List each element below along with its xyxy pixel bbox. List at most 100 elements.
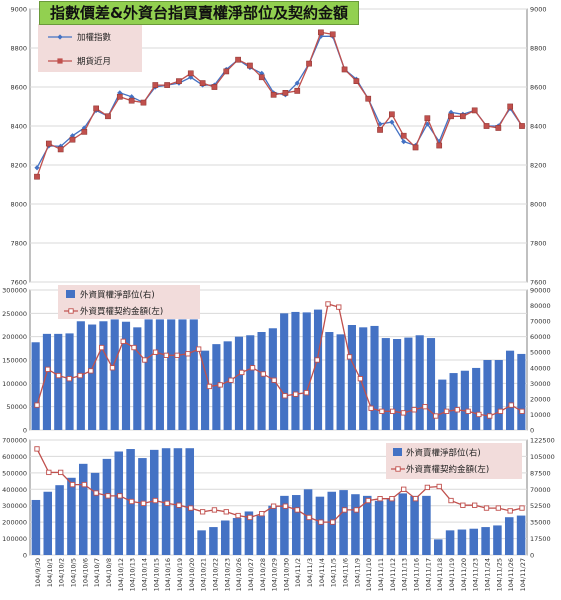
put-amount-point (389, 496, 395, 502)
put-bar (173, 448, 183, 555)
put-amount-point (495, 505, 501, 511)
futures-point (247, 62, 253, 69)
call-bar (370, 325, 379, 430)
call-bar (99, 321, 108, 430)
call-amount-point (379, 408, 385, 414)
call-y-right-tick: 30000 (530, 380, 551, 388)
put-amount-point (483, 505, 490, 511)
call-bar (42, 333, 52, 430)
put-amount-point (152, 497, 158, 504)
futures-point (164, 82, 170, 88)
call-amount-point (217, 382, 223, 388)
futures-point (199, 80, 206, 86)
call-amount-point (325, 301, 331, 307)
put-amount-point (341, 507, 348, 513)
futures-point (377, 127, 383, 133)
call-y-left-tick: 200000 (2, 333, 27, 341)
futures-point (69, 136, 76, 143)
call-bar (313, 309, 323, 430)
price-y-right-tick: 7600 (530, 279, 547, 287)
put-bar (504, 517, 514, 555)
call-bar (359, 327, 368, 430)
put-bar (469, 528, 479, 555)
x-tick-label: 104/10/12 (117, 558, 125, 591)
call-y-left-tick: 0 (23, 427, 27, 435)
put-amount-point (188, 505, 194, 511)
futures-point (152, 82, 159, 88)
call-bar (223, 341, 232, 430)
futures-point (341, 66, 348, 73)
futures-point (81, 129, 88, 135)
call-bar (31, 342, 40, 430)
x-tick-label: 104/11/27 (519, 558, 527, 591)
x-tick-label: 104/11/11 (377, 558, 385, 591)
price-y-right-tick: 8600 (530, 84, 547, 92)
x-tick-label: 104/10/13 (129, 558, 137, 591)
call-bar (336, 334, 345, 430)
call-amount-point (99, 344, 105, 351)
legend-label-put-line: 外資賣權契約金額(左) (406, 464, 489, 475)
call-amount-point (314, 357, 320, 363)
put-bar (386, 498, 396, 555)
futures-point (353, 78, 360, 85)
call-amount-point (368, 405, 374, 411)
legend-label-call-line: 外資買權契約金額(左) (80, 306, 163, 317)
futures-point (235, 56, 241, 63)
futures-point (223, 68, 230, 75)
legend-box (58, 285, 200, 319)
put-bar (268, 505, 277, 555)
put-amount-point (247, 514, 253, 521)
index-point (401, 139, 407, 145)
futures-point (412, 144, 419, 151)
call-y-right-tick: 10000 (530, 411, 551, 419)
legend-label-index: 加權指數 (77, 32, 112, 43)
x-tick-label: 104/11/24 (484, 558, 492, 591)
futures-point (282, 90, 289, 96)
put-amount-point (34, 446, 40, 452)
put-amount-point (424, 484, 431, 491)
futures-point (57, 146, 64, 153)
futures-point (471, 107, 478, 114)
call-bar (347, 325, 356, 430)
futures-point (176, 78, 182, 85)
x-tick-label: 104/11/2 (294, 558, 302, 587)
call-bar (404, 337, 413, 430)
put-bar (43, 491, 53, 555)
chart-title-box: 指數價差&外資台指買賣權淨部位及契約金額 (39, 1, 359, 25)
x-tick-label: 104/11/16 (413, 558, 421, 591)
x-tick-label: 104/10/23 (223, 558, 231, 591)
put-y-left-tick: 500000 (2, 469, 27, 477)
futures-point (116, 93, 123, 100)
futures-point (460, 113, 466, 120)
futures-point (140, 99, 147, 106)
call-amount-point (185, 351, 191, 357)
futures-point (365, 95, 372, 102)
x-tick-label: 104/10/7 (93, 558, 101, 587)
futures-point (211, 84, 218, 90)
x-tick-label: 104/10/16 (164, 558, 172, 591)
price-y-right-tick: 8400 (530, 123, 547, 131)
call-amount-line (36, 303, 523, 417)
x-tick-label: 104/11/5 (330, 558, 338, 587)
call-bar (449, 373, 458, 430)
put-amount-point (93, 490, 99, 496)
call-bar (189, 319, 198, 430)
put-bar (493, 525, 502, 555)
call-bar (167, 319, 176, 430)
put-bar (481, 527, 490, 555)
call-bar (257, 332, 266, 430)
call-amount-point (487, 413, 493, 419)
call-amount-point (422, 404, 428, 410)
put-bar (256, 515, 266, 555)
put-amount-point (69, 481, 76, 488)
put-y-right-tick: 122500 (530, 437, 555, 445)
call-bar (325, 332, 334, 430)
x-tick-label: 104/10/5 (69, 558, 77, 587)
put-bar (114, 451, 124, 555)
call-bar (110, 319, 119, 430)
put-bar (410, 495, 419, 555)
x-tick-label: 104/10/28 (259, 558, 267, 591)
call-y-left-tick: 300000 (2, 287, 27, 295)
put-amount-point (46, 469, 52, 476)
put-amount-point (330, 519, 336, 525)
